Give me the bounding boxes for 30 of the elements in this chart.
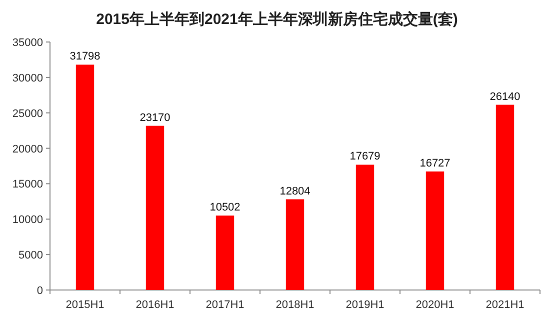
data-label: 10502 — [210, 202, 240, 214]
y-tick-label: 0 — [36, 285, 43, 297]
y-tick-label: 30000 — [12, 72, 43, 84]
data-label: 31798 — [70, 50, 100, 63]
x-tick-label: 2019H1 — [346, 299, 384, 311]
chart-title: 2015年上半年到2021年上半年深圳新房住宅成交量(套) — [96, 10, 458, 28]
bar — [146, 126, 164, 290]
data-label: 12804 — [280, 185, 310, 198]
x-tick-label: 2018H1 — [276, 299, 314, 311]
y-tick-label: 20000 — [12, 143, 43, 156]
data-label: 26140 — [490, 90, 520, 103]
y-tick-label: 25000 — [12, 108, 43, 120]
x-tick-label: 2017H1 — [206, 299, 244, 311]
bar — [216, 216, 234, 290]
data-label: 17679 — [350, 150, 380, 163]
y-tick-label: 5000 — [18, 250, 43, 262]
y-tick-label: 35000 — [12, 37, 43, 49]
bar — [426, 171, 444, 290]
bar — [356, 164, 374, 290]
bar — [76, 64, 94, 290]
data-label: 23170 — [140, 112, 170, 124]
y-tick-label: 15000 — [12, 178, 43, 191]
x-tick-label: 2016H1 — [136, 299, 174, 311]
bar — [286, 199, 304, 290]
data-label: 16727 — [420, 157, 450, 170]
x-tick-label: 2015H1 — [66, 299, 104, 311]
y-tick-label: 10000 — [12, 214, 43, 226]
bar — [496, 104, 514, 290]
x-tick-label: 2021H1 — [486, 299, 524, 311]
x-tick-label: 2020H1 — [416, 299, 454, 311]
